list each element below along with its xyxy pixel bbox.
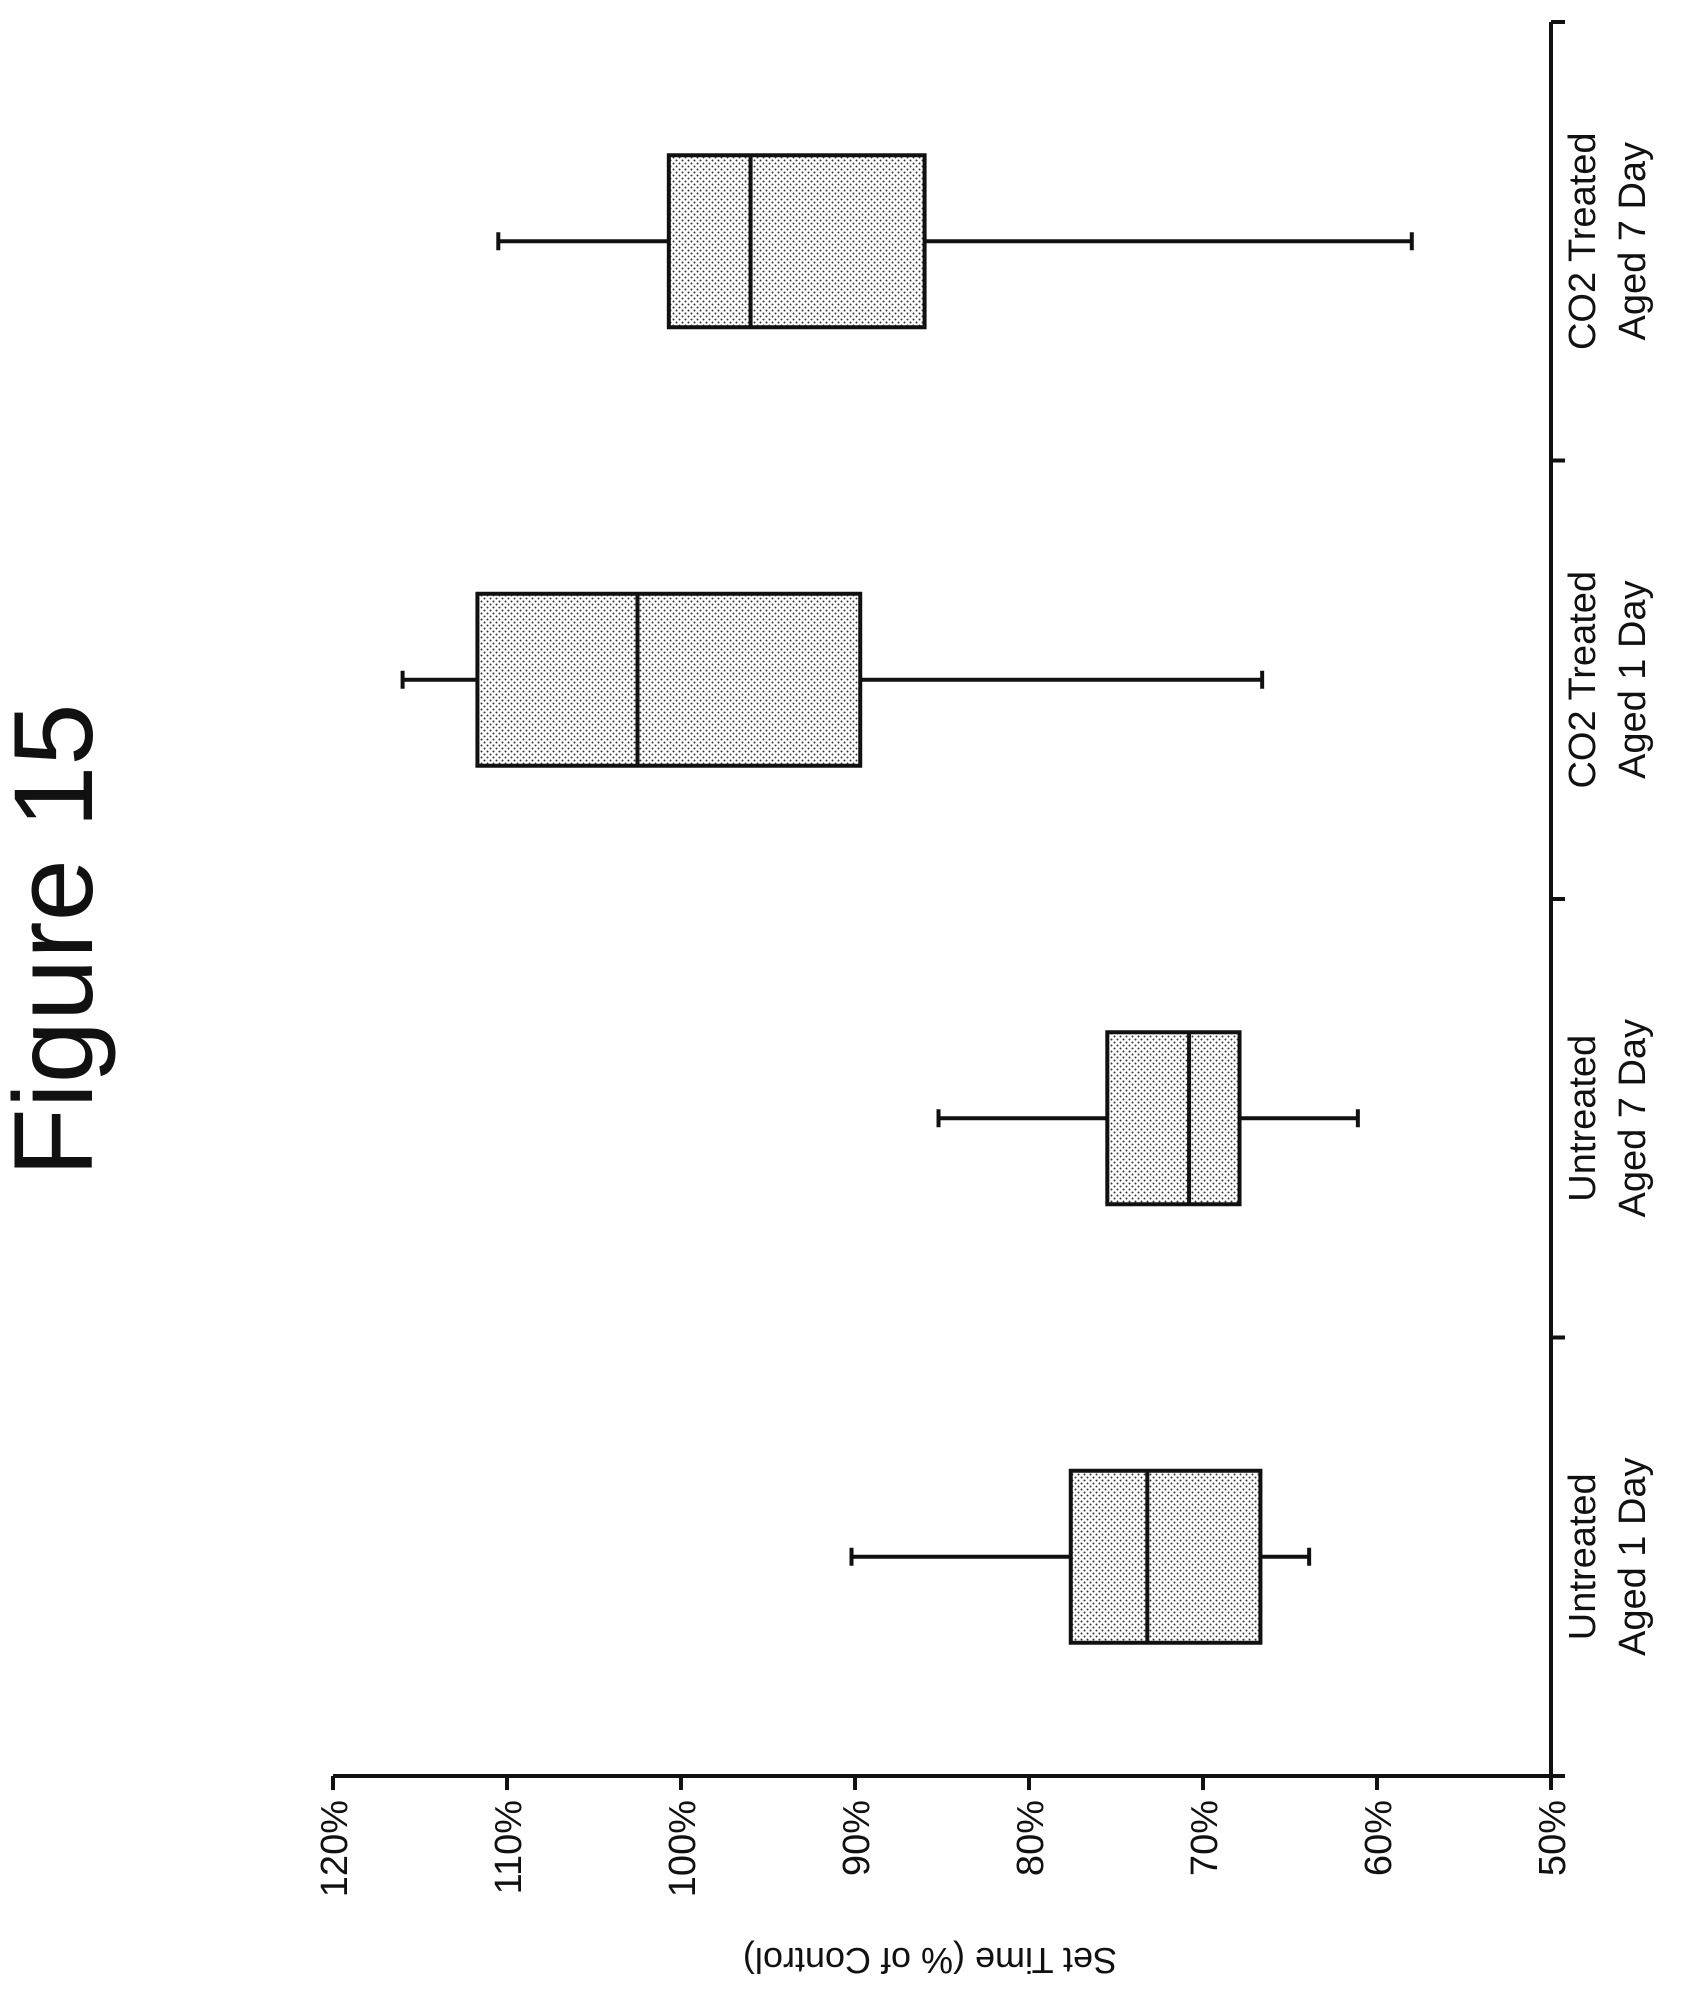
- category-label: Aged 1 Day: [1612, 1457, 1654, 1656]
- figure-title: Figure 15: [0, 703, 116, 1176]
- category-label: Untreated: [1562, 1473, 1604, 1640]
- box-series: [400, 153, 1414, 1645]
- category-axis-ticks: [1551, 20, 1565, 1778]
- value-tick-label: 80%: [1010, 1800, 1052, 1876]
- box-1: [849, 1468, 1312, 1645]
- box-2: [936, 1030, 1360, 1207]
- category-label: Aged 7 Day: [1612, 1019, 1654, 1218]
- box-3: [400, 591, 1265, 768]
- box-iqr: [1105, 1030, 1242, 1207]
- category-label: CO2 Treated: [1562, 571, 1604, 789]
- category-label: Untreated: [1562, 1035, 1604, 1202]
- category-label: CO2 Treated: [1562, 132, 1604, 350]
- box-iqr: [1068, 1468, 1263, 1645]
- value-tick-label: 90%: [836, 1800, 878, 1876]
- box-iqr: [475, 591, 863, 768]
- category-label: Aged 1 Day: [1612, 580, 1654, 779]
- value-tick-label: 110%: [488, 1800, 530, 1894]
- value-tick-label: 120%: [314, 1800, 356, 1897]
- box-iqr: [666, 153, 927, 330]
- value-tick-label: 70%: [1184, 1800, 1226, 1876]
- value-tick-label: 50%: [1532, 1800, 1574, 1876]
- value-axis-ticks: 50% 60% 70% 80% 90% 100% 110% 120%: [314, 1776, 1574, 1897]
- value-tick-label: 60%: [1358, 1800, 1400, 1876]
- category-label: Aged 7 Day: [1612, 142, 1654, 341]
- box-4: [496, 153, 1414, 330]
- value-axis-label: Set Time (% of Control): [743, 1940, 1117, 1981]
- value-tick-label: 100%: [662, 1800, 704, 1897]
